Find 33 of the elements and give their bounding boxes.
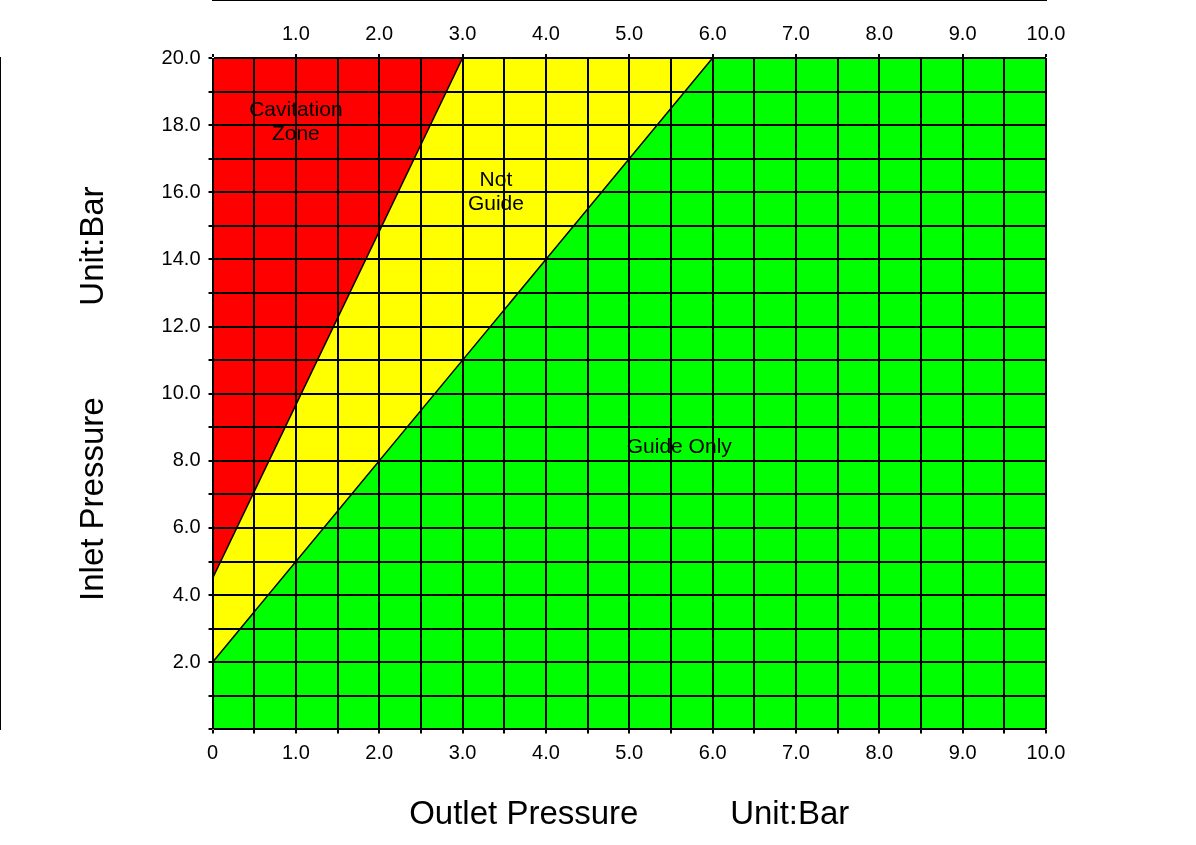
x-tick-label: 7.0 (782, 740, 810, 763)
x2-tick-label: 1.0 (281, 21, 310, 44)
x2-tick-label: 5.0 (615, 21, 644, 44)
x-tick-label: 2.0 (365, 740, 394, 763)
x2-tick-label: 9.0 (948, 21, 977, 44)
x-tick-label: 8.0 (865, 740, 894, 763)
y-tick-label: 2.0 (172, 649, 201, 672)
y-tick-label: 10.0 (161, 381, 201, 404)
x-tick-label: 4.0 (532, 740, 560, 763)
x-tick-label: 1.0 (281, 740, 310, 763)
x2-tick-label: 10.0 (1026, 21, 1066, 44)
x2-tick-label: 4.0 (532, 21, 560, 44)
y-tick-label: 6.0 (172, 515, 201, 538)
y-tick-label: 20.0 (161, 45, 201, 68)
x2-tick-label: 3.0 (448, 21, 477, 44)
x2-tick-label: 6.0 (698, 21, 727, 44)
y-tick-label: 4.0 (172, 582, 201, 605)
x-tick-label: 5.0 (615, 740, 644, 763)
x2-tick-label: 7.0 (782, 21, 810, 44)
y-tick-label: 8.0 (172, 448, 201, 471)
x2-tick-label: 8.0 (865, 21, 894, 44)
x2-tick-label: 2.0 (365, 21, 394, 44)
y-axis-title: Inlet Pressure Unit:Bar (72, 186, 110, 601)
y-tick-label: 16.0 (161, 179, 201, 202)
x-tick-label: 10.0 (1026, 740, 1066, 763)
x-tick-label: 9.0 (948, 740, 977, 763)
x-axis-title: Outlet Pressure Unit:Bar (409, 794, 850, 832)
y-tick-label: 12.0 (161, 314, 201, 337)
x-tick-label: 6.0 (698, 740, 727, 763)
y-tick-label: 18.0 (161, 112, 201, 135)
x-tick-label: 3.0 (448, 740, 477, 763)
y-tick-label: 14.0 (161, 246, 201, 269)
x-tick-label: 0 (206, 740, 219, 763)
